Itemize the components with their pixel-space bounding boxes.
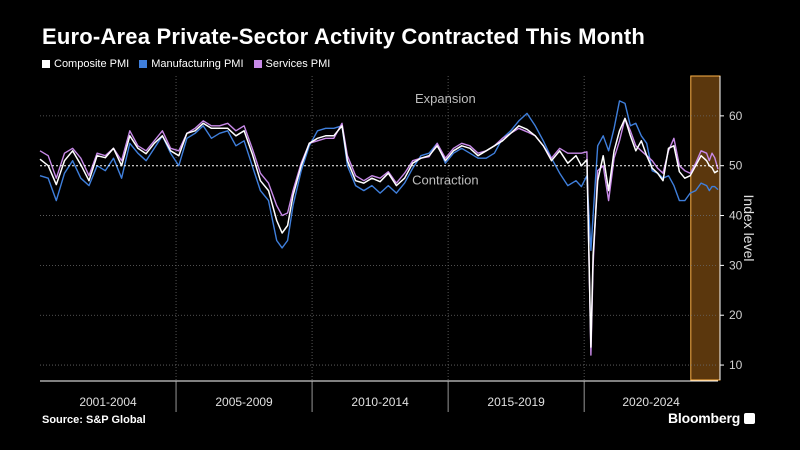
legend: Composite PMI Manufacturing PMI Services… [42, 58, 330, 70]
period-label-3: 2015-2019 [487, 395, 545, 409]
legend-item-composite: Composite PMI [42, 58, 129, 70]
period-label-4: 2020-2024 [622, 395, 680, 409]
brand-logo: Bloomberg [668, 410, 756, 426]
annotation-contraction: Contraction [412, 173, 478, 188]
y-tick-label-20: 20 [729, 308, 743, 322]
source-note: Source: S&P Global [42, 414, 146, 426]
period-label-2: 2010-2014 [351, 395, 409, 409]
legend-swatch-services [253, 60, 262, 68]
legend-label-services: Services PMI [265, 58, 331, 70]
legend-label-manufacturing: Manufacturing PMI [151, 58, 244, 70]
chart-title: Euro-Area Private-Sector Activity Contra… [42, 24, 646, 49]
legend-item-manufacturing: Manufacturing PMI [139, 58, 244, 70]
y-tick-label-30: 30 [729, 258, 743, 272]
brand-icon [744, 413, 756, 424]
y-tick-label-50: 50 [729, 159, 743, 173]
legend-swatch-manufacturing [139, 60, 148, 68]
series-line-services [39, 117, 719, 356]
period-label-0: 2001-2004 [79, 395, 137, 409]
y-axis-label: Index level [741, 195, 757, 262]
legend-label-composite: Composite PMI [54, 58, 130, 70]
y-tick-label-60: 60 [729, 109, 743, 123]
legend-swatch-composite [42, 60, 50, 68]
y-tick-label-40: 40 [729, 209, 743, 223]
series-line-manufacturing [39, 100, 719, 252]
legend-item-services: Services PMI [253, 58, 331, 70]
period-label-1: 2005-2009 [215, 395, 273, 409]
highlight-band [690, 75, 721, 381]
series-line-composite [39, 117, 719, 348]
annotation-expansion: Expansion [415, 91, 476, 106]
y-tick-label-10: 10 [729, 358, 743, 372]
brand-name: Bloomberg [668, 410, 741, 426]
